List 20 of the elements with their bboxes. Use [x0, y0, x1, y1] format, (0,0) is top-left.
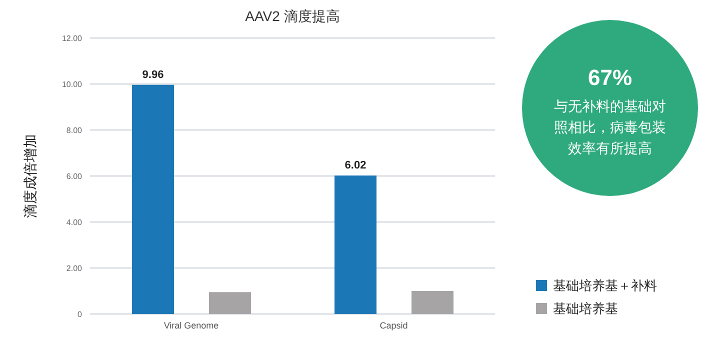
y-axis-title: 滴度成倍增加: [22, 134, 38, 218]
y-tick-label: 10.00: [62, 80, 83, 89]
y-tick-label: 8.00: [66, 126, 83, 135]
bar: [132, 84, 174, 314]
data-label: 6.02: [344, 160, 366, 172]
bar: [412, 291, 454, 314]
data-label: 9.96: [142, 68, 164, 81]
y-tick-label: 6.00: [66, 172, 83, 181]
y-tick-label: 2.00: [66, 264, 83, 273]
legend-label: 基础培养基＋补料: [553, 276, 657, 294]
x-tick-label: Viral Genome: [164, 320, 219, 330]
y-tick-label: 0: [78, 310, 83, 319]
circle-callout: 67% 与无补料的基础对照相比，病毒包装效率有所提高: [522, 20, 698, 196]
chart-title: AAV2 滴度提高: [244, 8, 341, 26]
bar: [334, 176, 376, 314]
x-tick-label: Capsid: [380, 320, 408, 330]
bar: [209, 292, 251, 314]
y-tick-label: 4.00: [66, 218, 83, 227]
y-tick-label: 12.00: [62, 34, 83, 43]
legend-label: 基础培养基: [553, 300, 618, 318]
